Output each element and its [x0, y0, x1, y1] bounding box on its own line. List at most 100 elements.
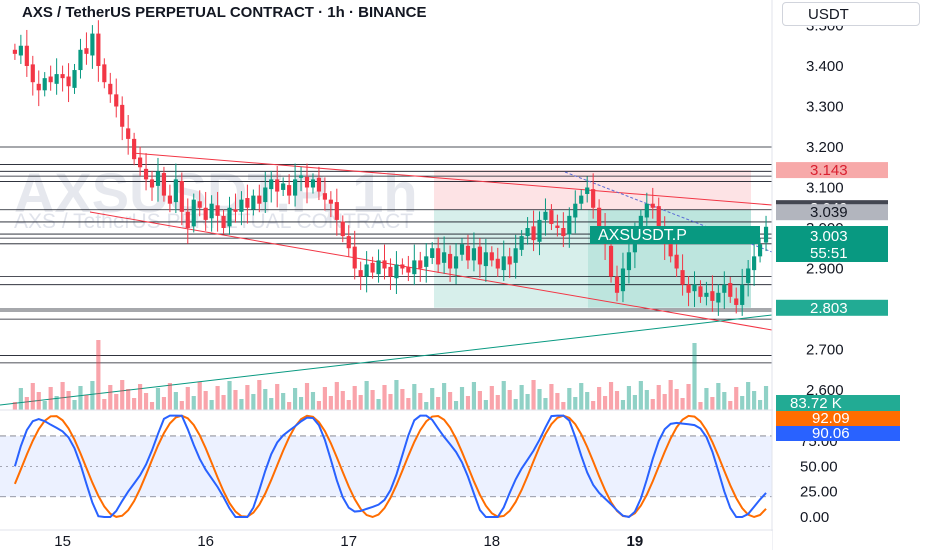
volume-bar [227, 381, 232, 410]
stoch-k-badge [776, 426, 900, 441]
volume-bar [602, 396, 608, 410]
candle-body [120, 104, 125, 127]
volume-bar [471, 382, 477, 410]
candle-body [310, 179, 316, 188]
volume-bar [90, 381, 95, 410]
volume-bar [334, 382, 339, 410]
volume-bar [352, 386, 357, 410]
candle-body [459, 244, 465, 255]
candle-body [620, 268, 626, 292]
candle-body [173, 179, 178, 203]
volume-bar [447, 392, 453, 410]
volume-bar [465, 396, 471, 410]
volume-bar [626, 386, 632, 410]
candle-body [24, 45, 29, 66]
candle-body [191, 199, 196, 227]
candle-body [597, 207, 602, 228]
volume-bar [477, 391, 482, 410]
volume-bar [155, 388, 161, 410]
candle-body [251, 195, 256, 210]
volume-bar [191, 396, 196, 410]
volume-bar [543, 398, 548, 410]
volume-bar [36, 392, 41, 410]
candle-body [203, 207, 208, 220]
volume-bar [561, 402, 566, 410]
candle-body [674, 254, 679, 269]
candle-body [132, 138, 137, 160]
volume-bar [585, 392, 590, 410]
time-tick-label: 16 [197, 533, 214, 550]
candle-body [227, 207, 232, 227]
candle-body [275, 179, 280, 192]
volume-value-label: 83.72 K [790, 395, 842, 412]
volume-bar [42, 401, 47, 410]
volume-bar [531, 380, 536, 410]
candle-body [644, 203, 649, 218]
stoch-tick-label: 0.00 [800, 509, 829, 526]
volume-bar [686, 384, 691, 410]
volume-bar [298, 397, 304, 410]
candle-body [221, 215, 226, 228]
candle-body [477, 246, 482, 265]
trendline-upper [131, 152, 773, 206]
candle-body [334, 202, 339, 220]
volume-bar [394, 380, 399, 410]
candle-body [734, 298, 739, 305]
candle-body [716, 292, 721, 303]
candle-body [209, 203, 214, 219]
volume-bar [459, 387, 465, 410]
candle-body [471, 248, 477, 261]
candle-body [149, 179, 155, 188]
volume-bar [161, 397, 167, 410]
time-scale-background [0, 531, 772, 550]
volume-bar [96, 340, 101, 410]
candle-body [585, 187, 590, 194]
stoch-tick-label: 25.00 [800, 484, 838, 501]
candle-body [400, 264, 405, 269]
candle-body [436, 248, 441, 265]
volume-bar [519, 385, 524, 410]
stoch-k-line [13, 414, 767, 519]
candle-body [263, 187, 268, 203]
price-tick-label: 2.700 [806, 342, 844, 359]
candle-body [12, 49, 17, 54]
candle-body [710, 291, 715, 301]
volume-bar [108, 385, 113, 410]
candle-body [316, 177, 322, 192]
volume-bar [752, 391, 757, 410]
volume-bar [710, 397, 715, 410]
volume-bar [173, 392, 178, 410]
volume-bar [638, 381, 643, 410]
volume-bar [549, 384, 554, 410]
candle-body [322, 193, 327, 200]
candle-body [215, 205, 220, 216]
volume-bar [12, 402, 17, 410]
volume-bar [668, 380, 673, 410]
candle-body [287, 185, 292, 196]
price-badge [776, 204, 888, 221]
candle-body [245, 198, 250, 208]
candle-body [382, 260, 387, 269]
candle-body [483, 252, 488, 267]
candle-body [650, 203, 655, 208]
candle-body [197, 201, 202, 208]
candle-body [763, 226, 769, 243]
price-tick-label: 3.300 [806, 99, 844, 116]
currency-button[interactable]: USDT [782, 2, 920, 26]
candle-body [30, 64, 35, 83]
volume-bar [126, 389, 131, 410]
candle-body [447, 253, 453, 269]
current-price-value: 3.003 [810, 228, 848, 245]
price-tick-label: 2.600 [806, 382, 844, 399]
volume-bar [483, 400, 488, 410]
candle-body [453, 256, 459, 269]
candle-body [495, 258, 500, 269]
volume-bar [442, 383, 447, 410]
volume-bar [662, 394, 667, 410]
volume-bar [221, 395, 226, 410]
stoch-d-value: 92.09 [812, 410, 850, 427]
candle-body [424, 256, 429, 267]
volume-bar [388, 394, 393, 410]
time-tick-label: 18 [483, 533, 500, 550]
